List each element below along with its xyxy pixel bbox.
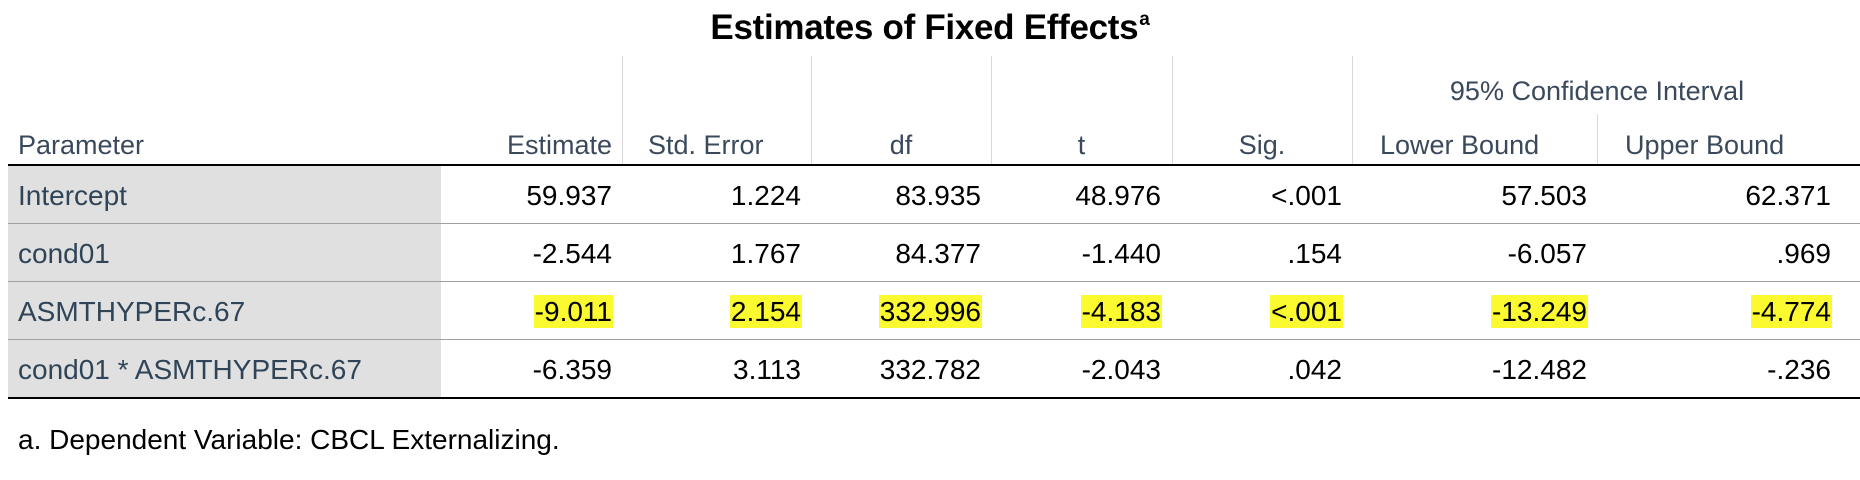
table-cell-std-error: 3.113 (733, 354, 801, 385)
confidence-interval-group-header: 95% Confidence Interval (1449, 76, 1745, 106)
header-divider (1597, 114, 1598, 164)
table-cell-t: -4.183 (992, 282, 1162, 339)
table-cell-df: 332.996 (812, 282, 982, 339)
row-divider (8, 281, 1860, 282)
highlighted-value: -4.774 (1750, 295, 1832, 328)
table-title: Estimates of Fixed Effectsa (0, 8, 1860, 48)
table-cell-std-error: 1.767 (730, 238, 801, 269)
table-cell-df: 83.935 (895, 180, 981, 211)
table-cell-estimate: -9.011 (441, 282, 613, 339)
table-cell-sig: .042 (1287, 354, 1343, 385)
row-divider (8, 223, 1860, 224)
table-cell-sig: <.001 (1271, 180, 1342, 211)
highlighted-value: <.001 (1270, 295, 1343, 328)
highlighted-value: -13.249 (1491, 295, 1588, 328)
table-title-text: Estimates of Fixed Effects (710, 8, 1139, 47)
row-divider (8, 339, 1860, 340)
table-bottom-rule (8, 397, 1860, 399)
table-cell-upper-bound: 62.371 (1745, 180, 1831, 211)
highlighted-value: 2.154 (729, 295, 802, 328)
table-cell-lower-bound: 57.503 (1501, 180, 1587, 211)
header-divider (1172, 56, 1173, 164)
table-cell-estimate: -2.544 (532, 238, 612, 269)
table-cell-lower-bound: -13.249 (1353, 282, 1588, 339)
table-cell-t: -2.043 (1081, 354, 1161, 385)
table-cell-upper-bound: .969 (1776, 238, 1832, 269)
table-cell-upper-bound: -4.774 (1598, 282, 1832, 339)
header-divider (1352, 56, 1353, 164)
row-label-cell: ASMTHYPERc.67 (8, 282, 441, 339)
row-label: Intercept (18, 180, 127, 211)
column-header-estimate: Estimate (506, 130, 612, 160)
table-cell-df: 84.377 (895, 238, 981, 269)
table-cell-lower-bound: -12.482 (1492, 354, 1587, 385)
column-header-t: t (1077, 130, 1086, 160)
column-header-upper-bound: Upper Bound (1625, 130, 1785, 160)
header-divider (811, 56, 812, 164)
row-label-cell: Intercept (8, 166, 441, 223)
title-footnote-marker: a (1139, 9, 1150, 30)
highlighted-value: -9.011 (533, 295, 613, 328)
table-cell-std-error: 2.154 (623, 282, 802, 339)
column-header-parameter: Parameter (18, 130, 145, 160)
row-label-cell: cond01 (8, 224, 441, 281)
row-label-cell: cond01 * ASMTHYPERc.67 (8, 340, 441, 397)
table-cell-t: 48.976 (1075, 180, 1161, 211)
table-cell-estimate: 59.937 (526, 180, 612, 211)
table-cell-sig: .154 (1287, 238, 1343, 269)
column-header-lower-bound: Lower Bound (1380, 130, 1540, 160)
table-cell-estimate: -6.359 (532, 354, 612, 385)
column-header-sig: Sig. (1238, 130, 1286, 160)
header-divider (622, 56, 623, 164)
table-cell-upper-bound: -.236 (1767, 354, 1831, 385)
row-label: cond01 * ASMTHYPERc.67 (18, 354, 362, 385)
highlighted-value: -4.183 (1080, 295, 1162, 328)
footnote: a. Dependent Variable: CBCL Externalizin… (18, 424, 560, 455)
header-rule (8, 164, 1860, 166)
table-cell-t: -1.440 (1081, 238, 1161, 269)
row-label: cond01 (18, 238, 110, 269)
table-cell-lower-bound: -6.057 (1507, 238, 1587, 269)
highlighted-value: 332.996 (878, 295, 982, 328)
table-cell-df: 332.782 (879, 354, 981, 385)
table-cell-sig: <.001 (1173, 282, 1343, 339)
table-cell-std-error: 1.224 (730, 180, 801, 211)
header-divider (991, 56, 992, 164)
column-header-std-error: Std. Error (648, 130, 764, 160)
row-label: ASMTHYPERc.67 (18, 296, 246, 327)
column-header-df: df (889, 130, 913, 160)
